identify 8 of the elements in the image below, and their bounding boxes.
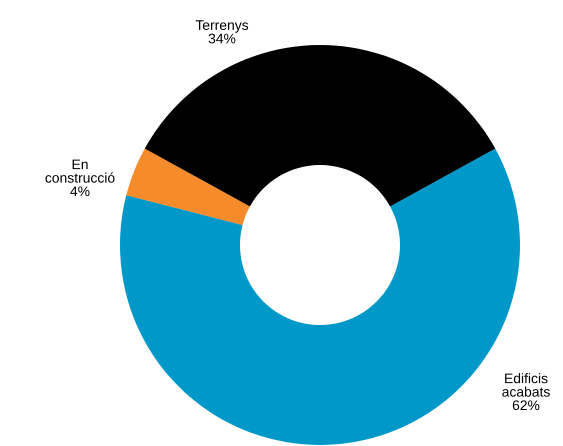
data-label: 62% (512, 400, 540, 410)
donut-slice (144, 45, 496, 206)
slice-label: En construcció (45, 160, 115, 183)
slice-label: Edificis acabats (502, 373, 550, 397)
data-label: 34% (208, 34, 236, 44)
donut-slice (126, 148, 250, 226)
data-label: 4% (70, 186, 90, 196)
slice-label: Terrenys (196, 20, 248, 33)
